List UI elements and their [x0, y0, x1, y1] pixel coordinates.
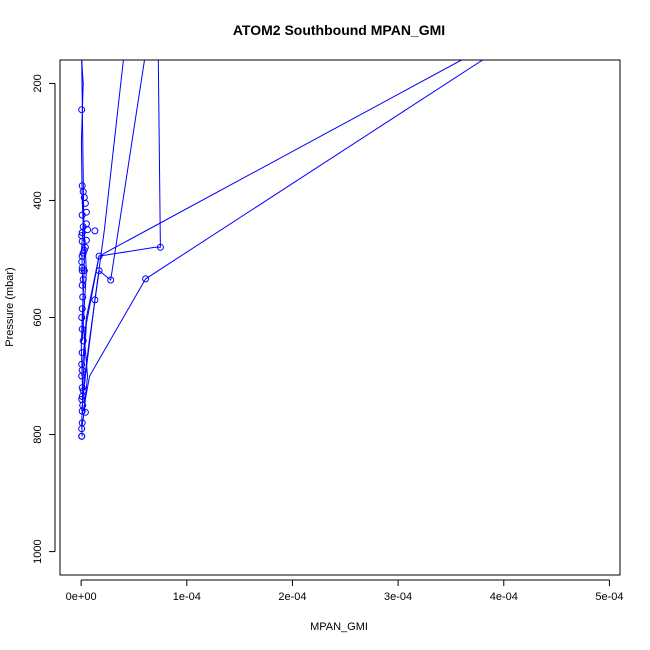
- data-point: [78, 432, 86, 440]
- data-point: [78, 267, 86, 275]
- data-point: [142, 275, 150, 283]
- x-tick-label: 1e-04: [173, 591, 201, 603]
- y-tick-label: 800: [32, 425, 44, 443]
- x-tick-label: 0e+00: [66, 591, 97, 603]
- data-point: [78, 305, 86, 313]
- data-point: [91, 227, 99, 235]
- y-tick-label: 600: [32, 308, 44, 326]
- data-point: [81, 408, 89, 416]
- data-point: [78, 349, 86, 357]
- data-point: [82, 208, 90, 216]
- data-point: [78, 325, 86, 333]
- plot-frame: [59, 59, 621, 576]
- data-point: [79, 337, 87, 345]
- marker-layer: [78, 106, 164, 440]
- data-point: [78, 106, 86, 114]
- x-tick-label: 5e-04: [595, 591, 623, 603]
- data-point: [81, 243, 89, 251]
- data-point: [107, 276, 115, 284]
- x-axis: 0e+00 1e-04 2e-04 3e-04 4e-04 5e-04: [66, 579, 624, 603]
- data-point: [78, 281, 86, 289]
- series-line-5: [81, 60, 161, 377]
- data-point: [82, 236, 90, 244]
- data-point: [78, 360, 86, 368]
- data-point: [156, 243, 164, 251]
- data-point: [95, 267, 103, 275]
- chart-title: ATOM2 Southbound MPAN_GMI: [233, 22, 445, 38]
- data-point: [78, 384, 86, 392]
- data-point: [79, 387, 87, 395]
- y-tick-label: 1000: [32, 539, 44, 563]
- data-point: [78, 252, 86, 260]
- x-tick-label: 4e-04: [490, 591, 518, 603]
- x-tick-label: 2e-04: [278, 591, 306, 603]
- y-tick-label: 400: [32, 191, 44, 209]
- data-point: [95, 252, 103, 260]
- data-point: [78, 395, 86, 403]
- data-point: [78, 232, 86, 240]
- data-point: [91, 296, 99, 304]
- x-axis-label: MPAN_GMI: [310, 621, 368, 633]
- y-tick-label: 200: [32, 74, 44, 92]
- data-point: [78, 182, 86, 190]
- x-tick-label: 3e-04: [384, 591, 412, 603]
- data-point: [79, 223, 87, 231]
- series-layer: [80, 60, 483, 437]
- series-line-6: [82, 60, 483, 412]
- data-point: [79, 276, 87, 283]
- y-axis: 200 400 600 800 1000: [32, 74, 56, 564]
- y-axis-label: Pressure (mbar): [4, 267, 16, 346]
- data-point: [78, 314, 86, 321]
- series-line-7: [81, 60, 462, 394]
- data-point: [78, 211, 86, 219]
- series-line-4: [81, 60, 145, 400]
- data-point: [78, 419, 86, 427]
- data-point: [79, 293, 87, 301]
